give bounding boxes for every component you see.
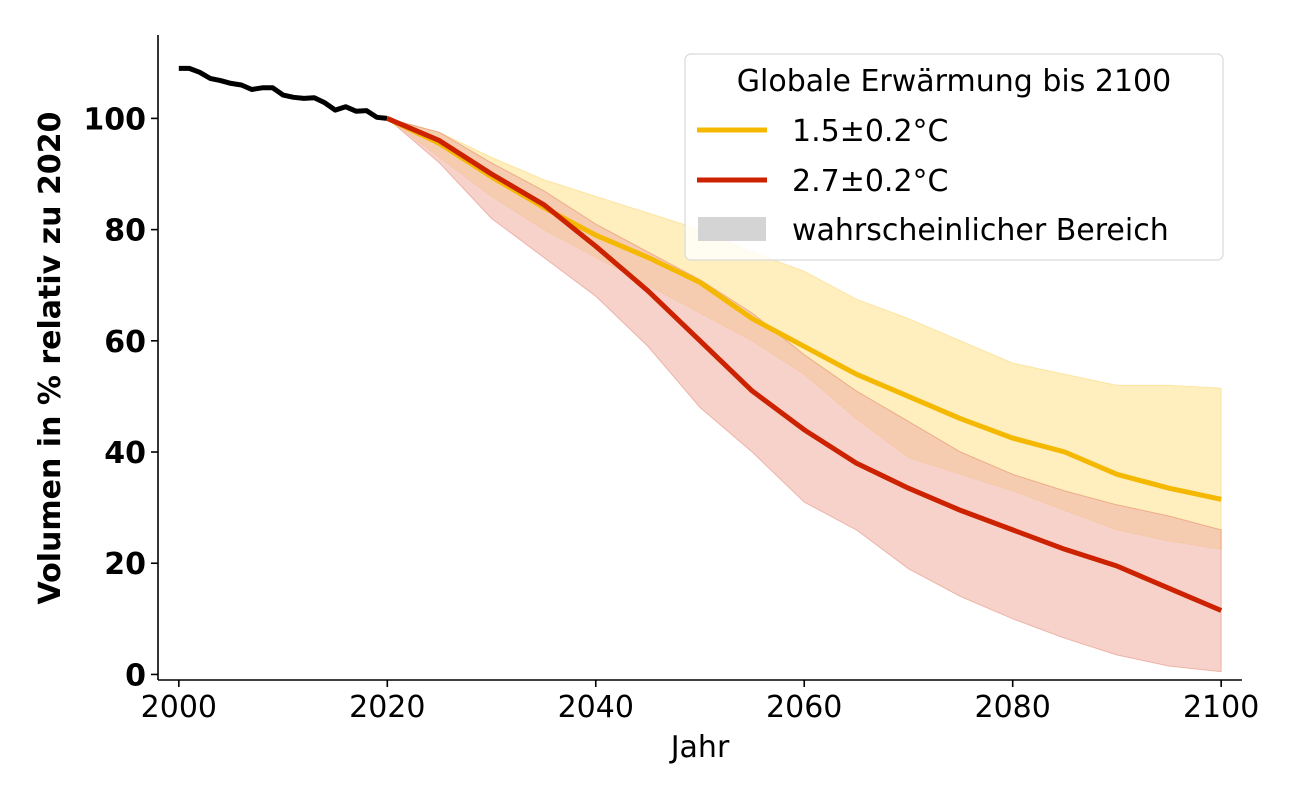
series-lines [178,65,1223,613]
x-tick-label: 2040 [558,690,634,725]
x-axis-label: Jahr [669,730,730,765]
line-series-2 [386,116,1223,613]
legend-swatch-band [698,217,766,241]
history-line [178,65,388,121]
band-series-2 [386,117,1222,673]
y-tick-label: 40 [104,436,146,471]
legend-entry-1: 1.5±0.2°C [792,114,949,149]
x-tick-label: 2000 [141,690,217,725]
legend-entry-2: 2.7±0.2°C [792,164,949,199]
y-tick-label: 20 [104,547,146,582]
axes [157,35,1242,681]
y-tick-label: 80 [104,214,146,249]
x-tick-label: 2080 [975,690,1051,725]
uncertainty-bands [386,117,1222,673]
y-tick-label: 60 [104,325,146,360]
legend-frame [684,53,1224,261]
y-axis-label: Volumen in % relativ zu 2020 [33,112,68,605]
x-tick-label: 2020 [349,690,425,725]
y-tick-label: 0 [125,658,146,693]
legend-entry-3: wahrscheinlicher Bereich [792,213,1169,248]
x-tick-label: 2100 [1183,690,1259,725]
legend-title: Globale Erwärmung bis 2100 [737,64,1171,99]
x-tick-label: 2060 [766,690,842,725]
y-tick-label: 100 [83,102,146,137]
legend: Globale Erwärmung bis 2100 1.5±0.2°C 2.7… [684,53,1224,261]
